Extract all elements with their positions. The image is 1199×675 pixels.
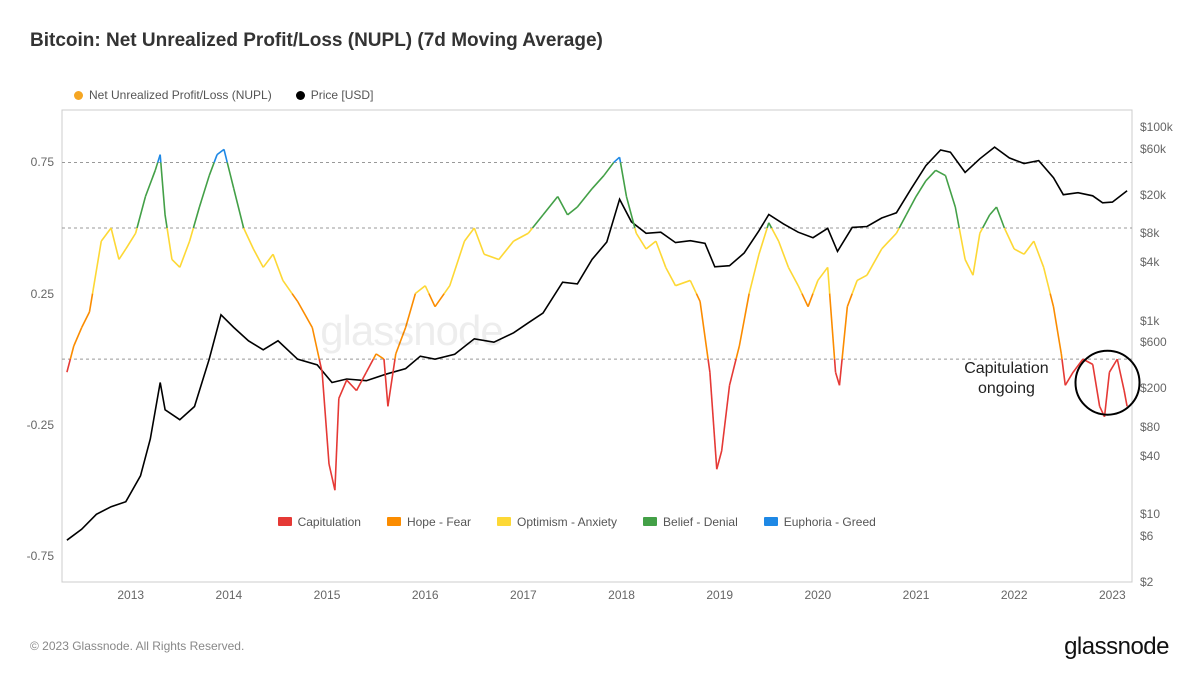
chart-area: glassnode-0.75-0.250.250.75$2$6$10$40$80…	[62, 110, 1132, 582]
y-right-tick-label: $8k	[1140, 226, 1159, 240]
x-tick-label: 2023	[1099, 588, 1126, 602]
x-tick-label: 2020	[805, 588, 832, 602]
y-right-tick-label: $10	[1140, 507, 1160, 521]
y-right-tick-label: $2	[1140, 575, 1153, 589]
legend-swatch-icon	[764, 517, 778, 526]
y-right-tick-label: $1k	[1140, 314, 1159, 328]
legend-swatch-icon	[497, 517, 511, 526]
legend-dot-icon	[296, 91, 305, 100]
legend-swatch-icon	[387, 517, 401, 526]
x-tick-label: 2017	[510, 588, 537, 602]
legend-item: Capitulation	[278, 515, 361, 529]
x-tick-label: 2013	[117, 588, 144, 602]
y-right-tick-label: $80	[1140, 420, 1160, 434]
x-tick-label: 2016	[412, 588, 439, 602]
y-right-tick-label: $100k	[1140, 120, 1173, 134]
y-right-tick-label: $40	[1140, 449, 1160, 463]
y-left-tick-label: 0.75	[31, 155, 54, 169]
x-tick-label: 2019	[706, 588, 733, 602]
y-right-tick-label: $60k	[1140, 142, 1166, 156]
x-tick-label: 2014	[216, 588, 243, 602]
legend-label: Euphoria - Greed	[784, 515, 876, 529]
y-left-tick-label: -0.25	[27, 418, 54, 432]
y-right-tick-label: $200	[1140, 381, 1167, 395]
legend-dot-icon	[74, 91, 83, 100]
x-tick-label: 2021	[903, 588, 930, 602]
copyright: © 2023 Glassnode. All Rights Reserved.	[30, 639, 244, 653]
legend-item: Net Unrealized Profit/Loss (NUPL)	[74, 88, 272, 102]
legend-label: Net Unrealized Profit/Loss (NUPL)	[89, 88, 272, 102]
y-right-tick-label: $600	[1140, 335, 1167, 349]
legend-label: Belief - Denial	[663, 515, 738, 529]
legend-item: Belief - Denial	[643, 515, 738, 529]
x-tick-label: 2015	[314, 588, 341, 602]
y-right-tick-label: $6	[1140, 529, 1153, 543]
legend-item: Euphoria - Greed	[764, 515, 876, 529]
x-tick-label: 2022	[1001, 588, 1028, 602]
legend-swatch-icon	[643, 517, 657, 526]
annotation-label: Capitulationongoing	[964, 359, 1049, 397]
legend-label: Capitulation	[298, 515, 361, 529]
chart-svg	[62, 110, 1132, 582]
bottom-legend: Capitulation Hope - Fear Optimism - Anxiet…	[278, 515, 876, 529]
legend-label: Price [USD]	[311, 88, 374, 102]
legend-item: Optimism - Anxiety	[497, 515, 617, 529]
top-legend: Net Unrealized Profit/Loss (NUPL) Price […	[74, 88, 373, 102]
y-left-tick-label: 0.25	[31, 287, 54, 301]
chart-title: Bitcoin: Net Unrealized Profit/Loss (NUP…	[30, 30, 603, 52]
brand-logo: glassnode	[1064, 633, 1169, 661]
x-tick-label: 2018	[608, 588, 635, 602]
y-right-tick-label: $4k	[1140, 255, 1159, 269]
legend-label: Optimism - Anxiety	[517, 515, 617, 529]
y-right-tick-label: $20k	[1140, 188, 1166, 202]
y-left-tick-label: -0.75	[27, 549, 54, 563]
legend-label: Hope - Fear	[407, 515, 471, 529]
legend-swatch-icon	[278, 517, 292, 526]
legend-item: Price [USD]	[296, 88, 374, 102]
legend-item: Hope - Fear	[387, 515, 471, 529]
